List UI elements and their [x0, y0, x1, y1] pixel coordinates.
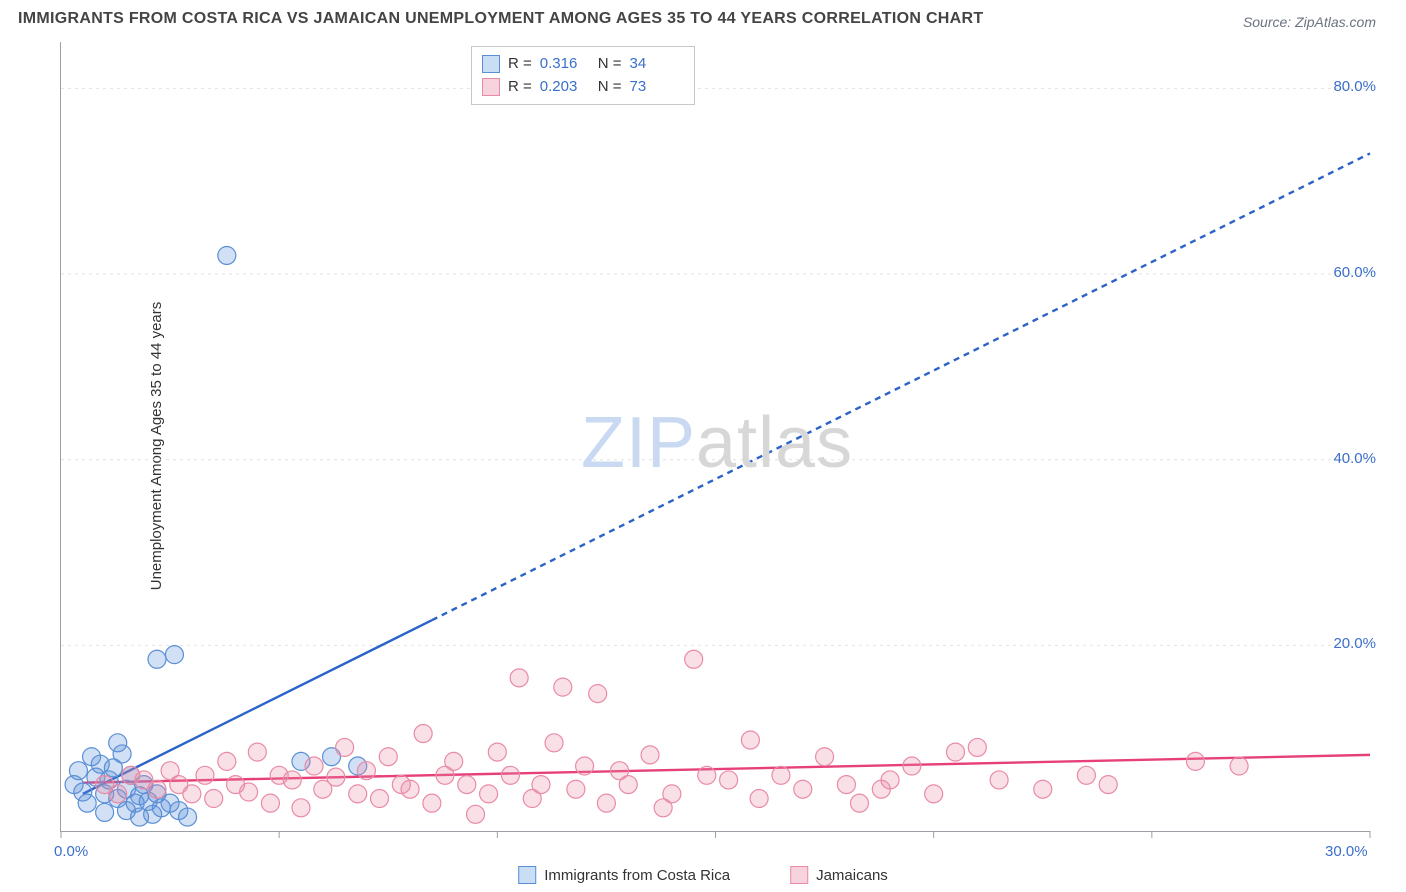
legend-swatch-jamaicans	[790, 866, 808, 884]
legend-row-jamaicans: R = 0.203 N = 73	[482, 76, 680, 99]
legend-label: Jamaicans	[816, 867, 888, 884]
legend-row-costarica: R = 0.316 N = 34	[482, 53, 680, 76]
chart-svg	[61, 42, 1370, 831]
y-tick-label: 80.0%	[1333, 78, 1376, 95]
legend-swatch-jamaicans	[482, 78, 500, 96]
n-value: 34	[630, 53, 680, 76]
r-label: R =	[508, 76, 532, 99]
x-tick-label: 0.0%	[54, 843, 88, 860]
correlation-legend: R = 0.316 N = 34 R = 0.203 N = 73	[471, 46, 695, 105]
n-value: 73	[630, 76, 680, 99]
chart-title: IMMIGRANTS FROM COSTA RICA VS JAMAICAN U…	[18, 10, 983, 28]
y-tick-label: 20.0%	[1333, 635, 1376, 652]
y-tick-label: 60.0%	[1333, 264, 1376, 281]
r-label: R =	[508, 53, 532, 76]
legend-swatch-costarica	[482, 55, 500, 73]
legend-item-costarica: Immigrants from Costa Rica	[518, 866, 730, 884]
n-label: N =	[598, 76, 622, 99]
x-tick-label: 30.0%	[1325, 843, 1368, 860]
plot-area: ZIPatlas R = 0.316 N = 34 R = 0.203 N = …	[60, 42, 1370, 832]
legend-item-jamaicans: Jamaicans	[790, 866, 888, 884]
y-tick-label: 40.0%	[1333, 450, 1376, 467]
series-legend: Immigrants from Costa Rica Jamaicans	[518, 866, 888, 884]
r-value: 0.316	[540, 53, 590, 76]
legend-label: Immigrants from Costa Rica	[544, 867, 730, 884]
legend-swatch-costarica	[518, 866, 536, 884]
n-label: N =	[598, 53, 622, 76]
source-attribution: Source: ZipAtlas.com	[1243, 14, 1376, 30]
r-value: 0.203	[540, 76, 590, 99]
